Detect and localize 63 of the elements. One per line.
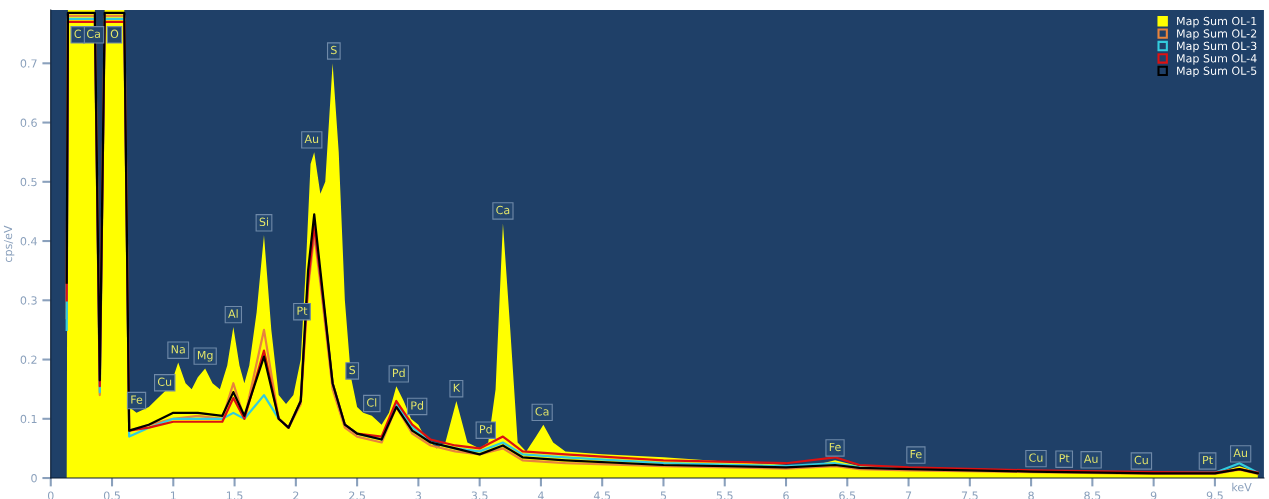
x-tick-label: 9 (1150, 491, 1157, 499)
x-tick-label: 4.5 (593, 491, 611, 499)
y-tick-label: 0.4 (20, 237, 37, 246)
x-tick-label: 9.5 (1206, 491, 1223, 499)
annotation: Pd (392, 368, 405, 378)
legend-label: Map Sum OL-1 (1177, 16, 1257, 28)
annotation: Si (259, 217, 269, 227)
legend-label: Map Sum OL-5 (1177, 66, 1257, 78)
annotation: Cu (1029, 453, 1043, 462)
x-tick-label: 5 (660, 491, 667, 499)
x-tick-label: 8.5 (1084, 491, 1101, 499)
y-axis-title: cps/eV (3, 225, 15, 262)
annotation: Cu (157, 377, 172, 386)
annotation: S (331, 45, 337, 55)
annotation: Ca (86, 29, 100, 39)
annotation: O (110, 29, 119, 39)
annotation: C (74, 29, 81, 39)
y-tick-label: 0.7 (20, 59, 37, 68)
x-tick-label: 2 (293, 491, 299, 499)
annotation: Fe (131, 395, 143, 404)
annotation: S (349, 365, 356, 375)
y-tick-label: 0 (31, 474, 37, 483)
annotation: Cl (367, 398, 377, 407)
legend-label: Map Sum OL-4 (1177, 54, 1257, 65)
x-tick-label: 8 (1028, 491, 1034, 499)
x-tick-label: 7.5 (961, 491, 978, 499)
x-tick-label: 1.5 (226, 491, 243, 499)
annotation: Al (228, 309, 238, 318)
annotation: Au (1233, 448, 1247, 458)
y-tick-label: 0.3 (20, 296, 37, 305)
x-tick-label: 1 (170, 491, 176, 499)
x-axis-title: keV (1232, 482, 1252, 492)
x-tick-label: 3.5 (471, 491, 488, 499)
x-tick-label: 4 (537, 491, 544, 499)
x-tick-label: 7 (905, 491, 912, 499)
y-tick-label: 0.6 (20, 118, 37, 127)
annotation: Fe (829, 442, 841, 452)
annotation: Pd (480, 424, 492, 434)
annotation: Mg (197, 351, 213, 362)
annotation: Na (171, 345, 185, 354)
annotation: Pt (297, 306, 308, 315)
legend-label: Map Sum OL-2 (1177, 29, 1257, 40)
annotation: Au (1083, 454, 1098, 464)
annotation: Pt (1059, 454, 1070, 463)
x-tick-label: 0 (47, 491, 54, 499)
annotation: Pd (411, 401, 424, 410)
x-tick-label: 2.5 (349, 491, 365, 499)
annotation: Fe (910, 450, 922, 459)
x-tick-label: 3 (415, 491, 422, 499)
x-tick-label: 6.5 (839, 491, 856, 499)
annotation: Ca (496, 205, 510, 215)
legend-label: Map Sum OL-3 (1177, 41, 1257, 53)
annotation: Pt (1203, 455, 1213, 465)
y-tick-label: 0.5 (20, 177, 37, 187)
x-tick-label: 0.5 (103, 491, 120, 499)
x-tick-label: 6 (783, 491, 789, 499)
x-tick-label: 5.5 (716, 491, 733, 499)
annotation: Ca (535, 407, 549, 416)
y-tick-label: 0.1 (20, 414, 37, 424)
annotation: Au (304, 134, 319, 144)
annotation: Cu (1134, 455, 1148, 465)
y-tick-label: 0.2 (20, 355, 37, 364)
annotation: K (453, 383, 461, 392)
